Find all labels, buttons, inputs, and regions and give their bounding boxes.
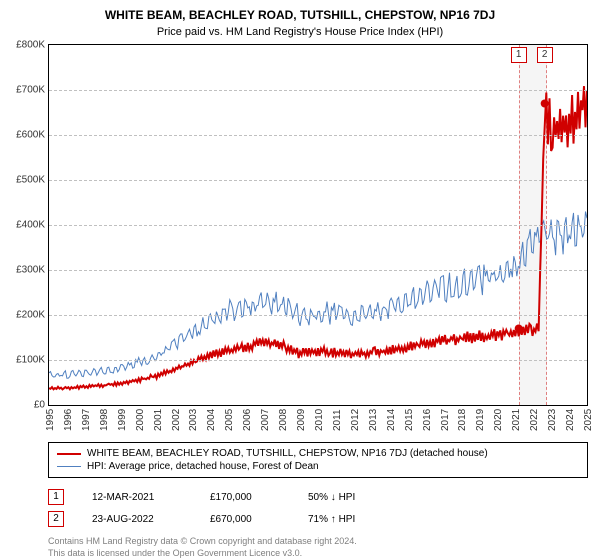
x-axis-tick: 2009 xyxy=(296,409,307,431)
sale-marker-label: 1 xyxy=(511,47,527,63)
legend-swatch-price-paid xyxy=(57,453,81,455)
footer-attribution: Contains HM Land Registry data © Crown c… xyxy=(48,536,588,559)
gridline xyxy=(49,225,587,226)
sale-date: 12-MAR-2021 xyxy=(92,492,182,503)
x-axis-tick: 2002 xyxy=(171,409,182,431)
sale-pct-vs-hpi: 71% ↑ HPI xyxy=(308,514,355,525)
y-axis-tick: £300K xyxy=(16,265,49,276)
y-axis-tick: £600K xyxy=(16,130,49,141)
x-axis-tick: 2016 xyxy=(422,409,433,431)
x-axis-tick: 2012 xyxy=(350,409,361,431)
gridline xyxy=(49,180,587,181)
y-axis-tick: £400K xyxy=(16,220,49,231)
y-axis-tick: £500K xyxy=(16,175,49,186)
x-axis-tick: 2020 xyxy=(493,409,504,431)
legend-swatch-hpi xyxy=(57,466,81,467)
sale-marker-point xyxy=(541,100,549,108)
x-axis-tick: 2025 xyxy=(583,409,594,431)
x-axis-tick: 2024 xyxy=(565,409,576,431)
x-axis-tick: 2005 xyxy=(224,409,235,431)
x-axis-tick: 2006 xyxy=(242,409,253,431)
sale-marker-point xyxy=(515,325,523,333)
y-axis-tick: £200K xyxy=(16,310,49,321)
sale-date: 23-AUG-2022 xyxy=(92,514,182,525)
x-axis-tick: 2013 xyxy=(368,409,379,431)
x-axis-tick: 1998 xyxy=(99,409,110,431)
gridline xyxy=(49,135,587,136)
sale-badge: 2 xyxy=(48,511,64,527)
sale-table-row: 2 23-AUG-2022 £670,000 71% ↑ HPI xyxy=(48,508,588,530)
legend-label-hpi: HPI: Average price, detached house, Fore… xyxy=(87,461,319,472)
x-axis-tick: 1997 xyxy=(81,409,92,431)
x-axis-tick: 2019 xyxy=(475,409,486,431)
x-axis-tick: 2010 xyxy=(314,409,325,431)
gridline xyxy=(49,90,587,91)
sale-price: £670,000 xyxy=(210,514,280,525)
footer-line-1: Contains HM Land Registry data © Crown c… xyxy=(48,536,588,548)
sale-pct-vs-hpi: 50% ↓ HPI xyxy=(308,492,355,503)
sale-table: 1 12-MAR-2021 £170,000 50% ↓ HPI 2 23-AUG-202… xyxy=(48,486,588,530)
x-axis-tick: 1996 xyxy=(63,409,74,431)
x-axis-tick: 2023 xyxy=(547,409,558,431)
y-axis-tick: £800K xyxy=(16,40,49,51)
x-axis-tick: 2017 xyxy=(440,409,451,431)
chart-plot-area: £0£100K£200K£300K£400K£500K£600K£700K£80… xyxy=(48,44,588,406)
legend-label-price-paid: WHITE BEAM, BEACHLEY ROAD, TUTSHILL, CHE… xyxy=(87,448,488,459)
x-axis-tick: 2008 xyxy=(278,409,289,431)
x-axis-tick: 2011 xyxy=(332,409,343,431)
sale-marker-label: 2 xyxy=(537,47,553,63)
x-axis-tick: 2000 xyxy=(135,409,146,431)
x-axis-tick: 2021 xyxy=(511,409,522,431)
legend-box: WHITE BEAM, BEACHLEY ROAD, TUTSHILL, CHE… xyxy=(48,442,588,478)
y-axis-tick: £700K xyxy=(16,85,49,96)
x-axis-tick: 2014 xyxy=(386,409,397,431)
gridline xyxy=(49,315,587,316)
sale-price: £170,000 xyxy=(210,492,280,503)
x-axis-tick: 2001 xyxy=(153,409,164,431)
series-line-price_paid xyxy=(49,86,587,389)
y-axis-tick: £100K xyxy=(16,355,49,366)
sale-badge: 1 xyxy=(48,489,64,505)
sale-table-row: 1 12-MAR-2021 £170,000 50% ↓ HPI xyxy=(48,486,588,508)
gridline xyxy=(49,270,587,271)
legend-row-price-paid: WHITE BEAM, BEACHLEY ROAD, TUTSHILL, CHE… xyxy=(57,447,579,460)
gridline xyxy=(49,360,587,361)
x-axis-tick: 2007 xyxy=(260,409,271,431)
x-axis-tick: 2003 xyxy=(188,409,199,431)
x-axis-tick: 2022 xyxy=(529,409,540,431)
chart-subtitle: Price paid vs. HM Land Registry's House … xyxy=(0,22,600,44)
x-axis-tick: 2018 xyxy=(457,409,468,431)
legend-row-hpi: HPI: Average price, detached house, Fore… xyxy=(57,460,579,473)
chart-title: WHITE BEAM, BEACHLEY ROAD, TUTSHILL, CHE… xyxy=(0,0,600,22)
x-axis-tick: 2015 xyxy=(404,409,415,431)
x-axis-tick: 2004 xyxy=(206,409,217,431)
x-axis-tick: 1999 xyxy=(117,409,128,431)
footer-line-2: This data is licensed under the Open Gov… xyxy=(48,548,588,560)
x-axis-tick: 1995 xyxy=(45,409,56,431)
